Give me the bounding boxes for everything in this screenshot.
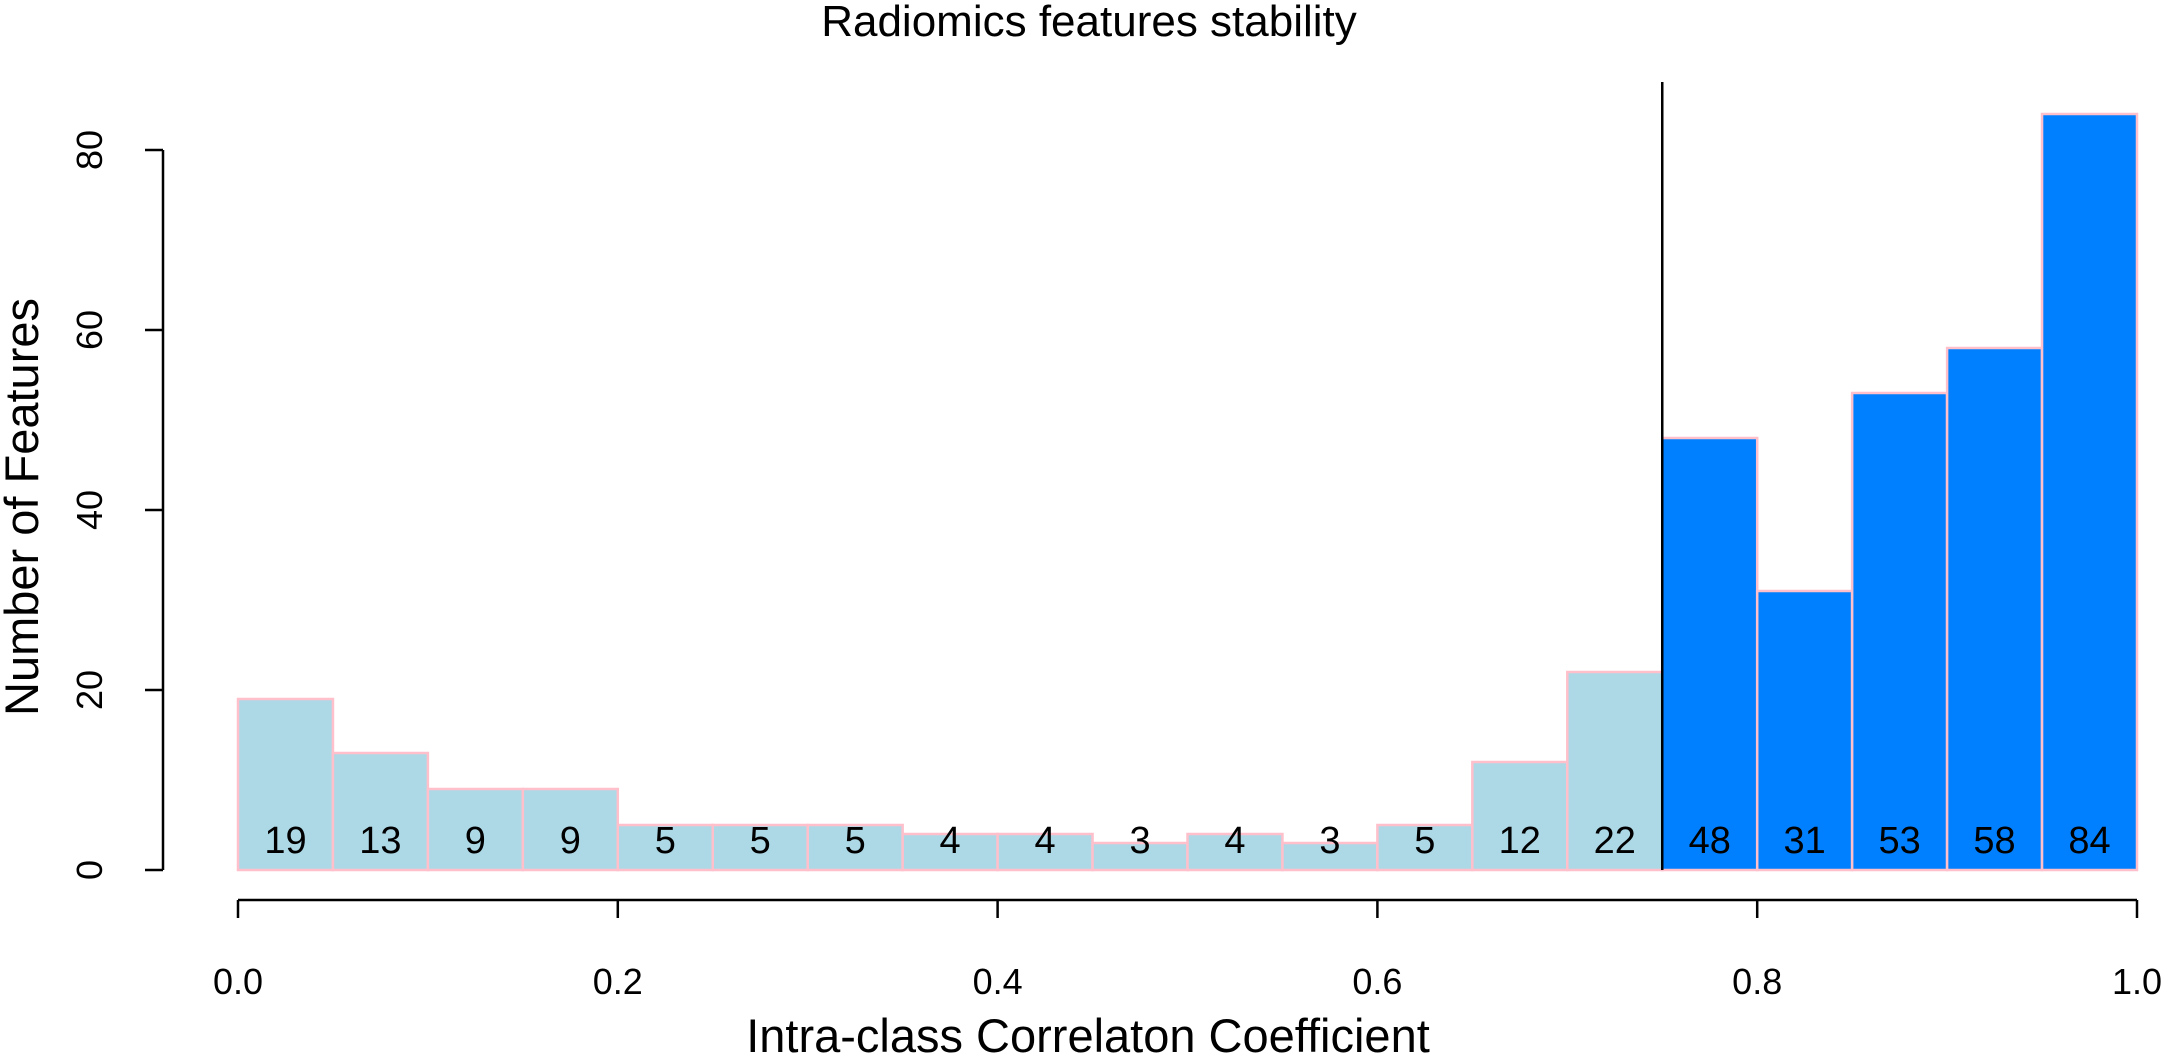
bar-count-label: 9	[465, 820, 486, 862]
bar-count-label: 5	[655, 820, 676, 862]
histogram-bar	[1281, 841, 1379, 872]
histogram-bar	[2040, 112, 2139, 872]
bar-count-label: 4	[1224, 820, 1245, 862]
x-tick-label: 0.8	[1732, 961, 1782, 1002]
bar-count-label: 3	[1319, 820, 1340, 862]
histogram-bar	[426, 787, 525, 872]
bar-count-label: 5	[1414, 820, 1435, 862]
histogram-bar	[1471, 760, 1569, 872]
bar-count-label: 3	[1129, 820, 1150, 862]
histogram-bar	[806, 823, 904, 872]
y-axis-title: Number of Features	[0, 298, 48, 716]
bar-count-label: 53	[1878, 820, 1920, 862]
histogram-bar	[901, 832, 999, 872]
histogram-bar	[711, 823, 809, 872]
histogram-bar	[1850, 391, 1949, 872]
y-tick-label: 60	[69, 310, 110, 350]
bar-count-label: 12	[1499, 820, 1541, 862]
histogram-bar	[236, 697, 335, 872]
histogram-bar	[1755, 589, 1854, 872]
bar-count-label: 5	[845, 820, 866, 862]
histogram-bar	[996, 832, 1094, 872]
histogram-bar	[331, 751, 430, 872]
x-tick-label: 0.2	[593, 961, 643, 1002]
bar-count-label: 19	[264, 820, 306, 862]
y-tick-label: 80	[69, 130, 110, 170]
y-tick-label: 40	[69, 490, 110, 530]
bar-count-label: 22	[1594, 820, 1636, 862]
y-axis: 0 20 40 60 80	[69, 130, 165, 880]
bar-count-label: 84	[2068, 820, 2110, 862]
bar-count-label: 48	[1689, 820, 1731, 862]
bar-count-label: 58	[1973, 820, 2015, 862]
bar-count-label: 5	[750, 820, 771, 862]
x-tick-label: 0.0	[213, 961, 263, 1002]
x-axis-title: Intra-class Correlaton Coefficient	[746, 1009, 1430, 1057]
bar-count-label: 4	[940, 820, 961, 862]
histogram-bar	[1661, 436, 1759, 872]
histogram-bar	[1091, 841, 1189, 872]
x-tick-label: 0.6	[1352, 961, 1402, 1002]
chart-title: Radiomics features stability	[821, 0, 1357, 46]
bars-group	[236, 112, 2139, 872]
x-tick-label: 0.4	[973, 961, 1023, 1002]
bar-count-label: 4	[1035, 820, 1056, 862]
histogram-bar	[1945, 346, 2044, 872]
histogram-bar	[616, 823, 714, 872]
x-axis: 0.0 0.2 0.4 0.6 0.8 1.0	[213, 898, 2162, 1002]
histogram-bar	[1376, 823, 1474, 872]
bar-count-label: 13	[359, 820, 401, 862]
bar-count-label: 9	[560, 820, 581, 862]
bar-labels-group: 19 13 9 9 5 5 5 4 4 3 4 3 5 12 22 48 31 53 58 84	[264, 820, 2110, 862]
y-tick-label: 0	[69, 860, 110, 880]
x-tick-label: 1.0	[2112, 961, 2162, 1002]
y-tick-label: 20	[69, 670, 110, 710]
bar-count-label: 31	[1784, 820, 1826, 862]
